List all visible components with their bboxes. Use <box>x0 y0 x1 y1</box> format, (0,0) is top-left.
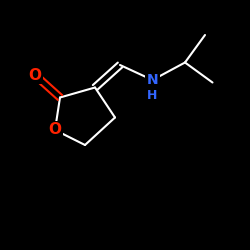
Text: H: H <box>147 89 158 102</box>
Text: O: O <box>28 68 42 82</box>
Text: N: N <box>147 73 158 87</box>
Text: O: O <box>48 122 62 138</box>
